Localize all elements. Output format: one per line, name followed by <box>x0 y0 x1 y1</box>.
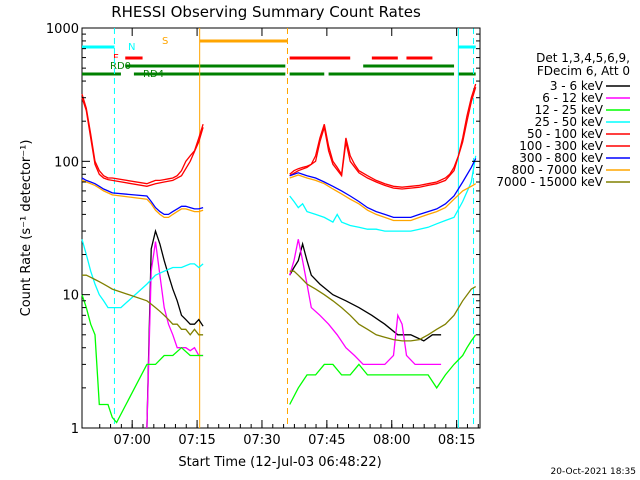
legend-header-1: FDecim 6, Att 0 <box>537 64 630 78</box>
axis-ticks: 07:00 07:15 07:30 07:45 08:00 08:15 1 10 100 1000 <box>46 22 480 448</box>
flag-bar-RD0 <box>363 64 455 68</box>
legend-entry-8: 7000 - 15000 keV <box>496 175 603 189</box>
series-line-3-1 <box>289 155 477 232</box>
chart-title: RHESSI Observing Summary Count Rates <box>111 3 421 21</box>
series-line-4-0 <box>81 93 204 185</box>
series-line-6-0 <box>81 177 204 216</box>
y-axis-label: Count Rate (s⁻¹ detector⁻¹) <box>19 140 34 317</box>
legend-entry-5: 100 - 300 keV <box>519 139 603 153</box>
flag-bar-F <box>371 56 398 60</box>
x-tick-label-0: 07:00 <box>113 433 150 448</box>
flag-bar-F <box>406 56 433 60</box>
x-tick-label-4: 08:00 <box>373 433 410 448</box>
series-line-7-0 <box>81 179 204 219</box>
flag-bar-F <box>289 56 351 60</box>
series-line-5-0 <box>81 97 204 187</box>
series-line-1-0 <box>146 241 204 429</box>
series-group <box>81 83 477 429</box>
plot-area <box>81 27 481 429</box>
flag-label-F: F <box>113 53 119 64</box>
flag-bar-RD4 <box>289 72 325 76</box>
series-line-3-0 <box>81 239 204 309</box>
flag-label-RD4: RD4 <box>143 69 164 80</box>
legend-header-0: Det 1,3,4,5,6,9, <box>536 51 630 65</box>
x-tick-label-5: 08:15 <box>438 433 475 448</box>
flag-bar-RD4 <box>82 72 121 76</box>
series-line-0-0 <box>146 228 204 429</box>
x-tick-label-3: 07:45 <box>308 433 345 448</box>
flag-bar-F <box>125 56 143 60</box>
flag-label-RD0: RD0 <box>110 61 131 72</box>
flag-bar-RD4 <box>133 72 286 76</box>
time-markers <box>113 28 475 428</box>
legend-entry-0: 3 - 6 keV <box>550 79 604 93</box>
legend-entry-2: 12 - 25 keV <box>535 103 604 117</box>
series-line-5-1 <box>289 87 477 190</box>
flag-bar-RD4 <box>458 72 476 76</box>
series-line-2-1 <box>289 334 477 405</box>
flag-bar-N <box>458 45 476 49</box>
legend-entry-3: 25 - 50 keV <box>535 115 604 129</box>
flag-label-N: N <box>128 42 135 53</box>
series-line-1-1 <box>289 239 442 366</box>
series-line-7-1 <box>289 174 477 222</box>
y-tick-label-1: 10 <box>62 289 79 304</box>
footer-stamp: 20-Oct-2021 18:35 <box>551 467 636 477</box>
legend-entry-7: 800 - 7000 keV <box>512 163 604 177</box>
y-tick-label-3: 1000 <box>46 22 79 37</box>
series-line-8-0 <box>82 274 204 336</box>
flag-bar-RD0 <box>125 64 286 68</box>
flag-bar-RD4 <box>328 72 455 76</box>
legend-entry-6: 300 - 800 keV <box>519 151 603 165</box>
x-axis-label: Start Time (12-Jul-03 06:48:22) <box>178 455 381 470</box>
series-line-2-0 <box>81 294 204 424</box>
y-tick-label-0: 1 <box>71 422 79 437</box>
x-tick-label-2: 07:30 <box>243 433 280 448</box>
legend: Det 1,3,4,5,6,9,FDecim 6, Att 03 - 6 keV… <box>496 51 630 189</box>
flag-label-S: S <box>162 36 168 47</box>
legend-entry-1: 6 - 12 keV <box>542 91 604 105</box>
legend-entry-4: 50 - 100 keV <box>527 127 604 141</box>
series-line-0-1 <box>289 241 442 342</box>
flag-bar-N <box>82 45 115 49</box>
series-line-6-1 <box>289 158 477 219</box>
flag-bar-S <box>199 39 288 43</box>
series-line-4-1 <box>289 83 477 188</box>
y-tick-label-2: 100 <box>54 155 79 170</box>
x-tick-label-1: 07:15 <box>178 433 215 448</box>
series-line-8-1 <box>289 270 477 342</box>
